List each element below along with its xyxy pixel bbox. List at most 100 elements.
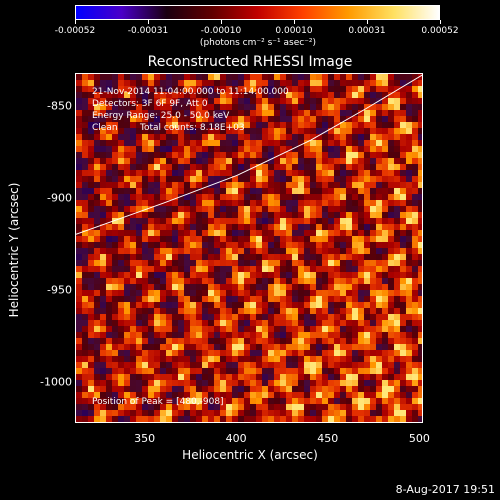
heatmap-cell xyxy=(268,218,274,224)
heatmap-cell xyxy=(352,224,358,230)
heatmap-cell xyxy=(262,176,268,182)
heatmap-cell xyxy=(322,320,328,326)
heatmap-cell xyxy=(298,182,304,188)
heatmap-cell xyxy=(268,158,274,164)
heatmap-cell xyxy=(310,356,316,362)
heatmap-cell xyxy=(286,308,292,314)
heatmap-cell xyxy=(244,326,250,332)
heatmap-cell xyxy=(334,86,340,92)
heatmap-cell xyxy=(100,380,106,386)
heatmap-cell xyxy=(82,386,88,392)
heatmap-cell xyxy=(316,80,322,86)
heatmap-cell xyxy=(82,218,88,224)
heatmap-cell xyxy=(364,344,370,350)
heatmap-cell xyxy=(124,272,130,278)
heatmap-cell xyxy=(298,218,304,224)
heatmap-cell xyxy=(226,410,232,416)
heatmap-cell xyxy=(202,254,208,260)
heatmap-cell xyxy=(226,86,232,92)
heatmap-cell xyxy=(148,212,154,218)
heatmap-cell xyxy=(382,146,388,152)
heatmap-cell xyxy=(334,92,340,98)
heatmap-cell xyxy=(268,398,274,404)
heatmap-cell xyxy=(256,218,262,224)
heatmap-cell xyxy=(322,272,328,278)
heatmap-cell xyxy=(382,242,388,248)
heatmap-cell xyxy=(82,338,88,344)
heatmap-cell xyxy=(298,392,304,398)
heatmap-cell xyxy=(268,134,274,140)
heatmap-cell xyxy=(280,152,286,158)
heatmap-cell xyxy=(178,266,184,272)
heatmap-cell xyxy=(280,104,286,110)
heatmap-cell xyxy=(82,224,88,230)
heatmap-cell xyxy=(340,194,346,200)
heatmap-cell xyxy=(328,356,334,362)
heatmap-cell xyxy=(82,134,88,140)
heatmap-cell xyxy=(208,200,214,206)
heatmap-cell xyxy=(160,236,166,242)
heatmap-cell xyxy=(112,356,118,362)
heatmap-cell xyxy=(280,224,286,230)
heatmap-cell xyxy=(238,362,244,368)
heatmap-cell xyxy=(286,110,292,116)
heatmap-cell xyxy=(292,320,298,326)
heatmap-cell xyxy=(286,248,292,254)
heatmap-cell xyxy=(190,140,196,146)
heatmap-cell xyxy=(160,254,166,260)
heatmap-cell xyxy=(172,254,178,260)
heatmap-cell xyxy=(328,104,334,110)
heatmap-cell xyxy=(244,356,250,362)
heatmap-cell xyxy=(250,368,256,374)
heatmap-cell xyxy=(220,230,226,236)
heatmap-cell xyxy=(376,374,382,380)
heatmap-cell xyxy=(400,224,406,230)
heatmap-cell xyxy=(340,80,346,86)
heatmap-cell xyxy=(370,398,376,404)
heatmap-cell xyxy=(316,398,322,404)
heatmap-cell xyxy=(244,104,250,110)
heatmap-cell xyxy=(400,170,406,176)
heatmap-cell xyxy=(250,356,256,362)
heatmap-cell xyxy=(106,230,112,236)
heatmap-cell xyxy=(76,200,82,206)
heatmap-cell xyxy=(196,308,202,314)
heatmap-cell xyxy=(136,74,142,80)
heatmap-cell xyxy=(106,164,112,170)
heatmap-cell xyxy=(304,230,310,236)
heatmap-cell xyxy=(316,272,322,278)
heatmap-cell xyxy=(274,254,280,260)
heatmap-cell xyxy=(76,224,82,230)
heatmap-cell xyxy=(268,278,274,284)
heatmap-cell xyxy=(184,248,190,254)
heatmap-cell xyxy=(340,218,346,224)
heatmap-cell xyxy=(130,176,136,182)
heatmap-cell xyxy=(358,98,364,104)
heatmap-cell xyxy=(346,92,352,98)
heatmap-cell xyxy=(328,398,334,404)
heatmap-cell xyxy=(82,362,88,368)
heatmap-cell xyxy=(352,74,358,80)
heatmap-cell xyxy=(412,158,418,164)
heatmap-cell xyxy=(298,164,304,170)
heatmap-cell xyxy=(370,392,376,398)
heatmap-cell xyxy=(382,278,388,284)
heatmap-cell xyxy=(316,182,322,188)
heatmap-cell xyxy=(82,332,88,338)
heatmap-cell xyxy=(328,128,334,134)
heatmap-cell xyxy=(88,260,94,266)
heatmap-cell xyxy=(262,182,268,188)
heatmap-cell xyxy=(154,134,160,140)
heatmap-cell xyxy=(238,380,244,386)
heatmap-cell xyxy=(334,110,340,116)
heatmap-cell xyxy=(388,146,394,152)
heatmap-cell xyxy=(286,206,292,212)
heatmap-cell xyxy=(286,362,292,368)
heatmap-cell xyxy=(148,338,154,344)
heatmap-cell xyxy=(286,200,292,206)
heatmap-cell xyxy=(292,80,298,86)
heatmap-cell xyxy=(172,92,178,98)
heatmap-cell xyxy=(76,164,82,170)
heatmap-cell xyxy=(358,404,364,410)
heatmap-cell xyxy=(280,314,286,320)
